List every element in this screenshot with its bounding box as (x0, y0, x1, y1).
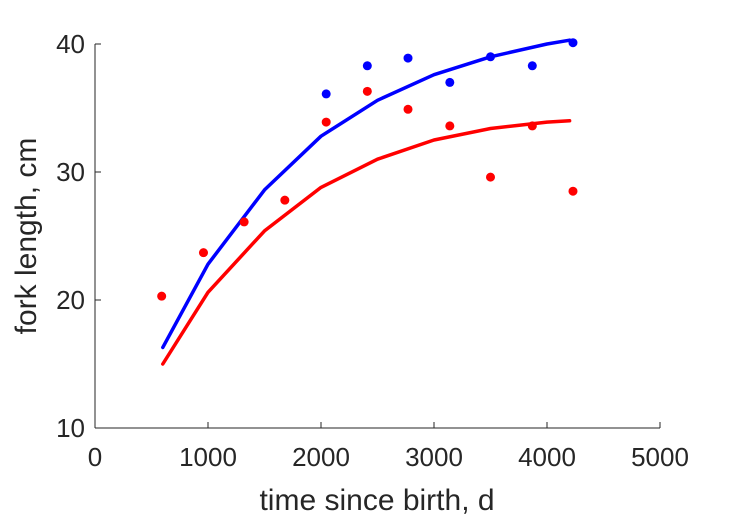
x-tick-label: 4000 (518, 442, 576, 472)
data-point (362, 86, 372, 96)
data-points (157, 38, 578, 301)
data-point (445, 121, 455, 131)
data-point (568, 38, 578, 48)
x-tick-label: 0 (88, 442, 102, 472)
x-axis-title: time since birth, d (259, 484, 494, 517)
data-point (280, 195, 290, 205)
y-ticks: 10 20 30 40 (56, 29, 101, 443)
data-point (568, 186, 578, 196)
x-tick-label: 2000 (292, 442, 350, 472)
data-point (486, 172, 495, 182)
data-point (527, 61, 537, 71)
data-point (527, 121, 537, 131)
data-point (362, 61, 372, 71)
x-tick-label: 3000 (405, 442, 463, 472)
y-tick-label: 10 (56, 413, 85, 443)
fit-curve (161, 38, 572, 350)
data-point (321, 117, 331, 127)
data-point (403, 53, 413, 63)
y-tick-label: 30 (56, 157, 85, 187)
y-tick-label: 20 (56, 285, 85, 315)
axes (94, 44, 660, 429)
data-point (157, 291, 167, 301)
x-tick-label: 1000 (179, 442, 237, 472)
data-point (321, 89, 331, 99)
data-point (239, 217, 249, 227)
y-axis-title: fork length, cm (10, 138, 43, 335)
x-ticks: 0 1000 2000 3000 4000 5000 (88, 422, 689, 472)
x-tick-label: 5000 (631, 442, 689, 472)
data-point (486, 52, 495, 62)
data-point (198, 248, 208, 258)
y-tick-label: 40 (56, 29, 85, 59)
data-point (445, 77, 455, 87)
data-point (403, 104, 413, 114)
